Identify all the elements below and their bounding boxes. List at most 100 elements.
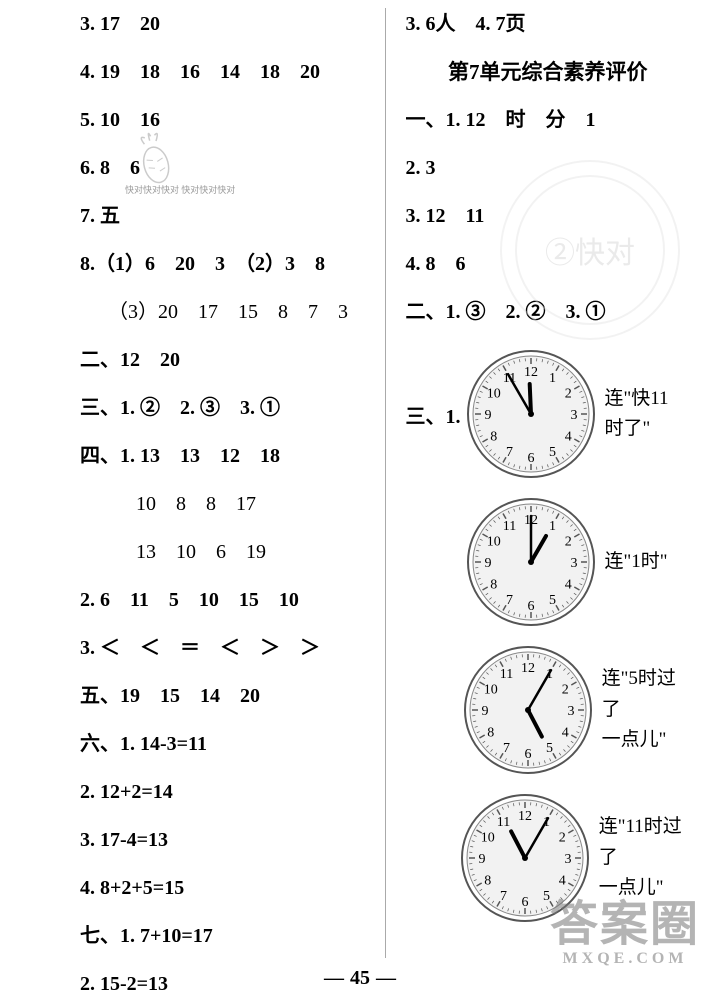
unit-title: 第7单元综合素养评价 — [406, 56, 691, 86]
svg-text:8: 8 — [484, 874, 491, 889]
clock-face: 123456789101112 — [467, 350, 595, 478]
answer-line: 二、1. ③ 2. ② 3. ① — [406, 296, 691, 328]
svg-text:5: 5 — [549, 445, 556, 460]
svg-text:8: 8 — [490, 430, 497, 445]
svg-text:2: 2 — [558, 831, 565, 846]
text: 3. 17 20 — [80, 13, 160, 35]
text: 5. 10 16 — [80, 109, 160, 131]
text: 七、1. 7+10=17 — [80, 925, 213, 947]
answer-line: 5. 10 16 — [80, 104, 365, 136]
clock-face: 123456789101112 — [467, 498, 595, 626]
svg-text:5: 5 — [549, 593, 556, 608]
answer-line: 2. 6 11 5 10 15 10 — [80, 584, 365, 616]
text: 7. 五 — [80, 205, 120, 227]
clock-caption-line: 连"11时过了 — [599, 812, 690, 873]
svg-text:6: 6 — [527, 599, 534, 614]
answer-line: 三、1. ② 2. ③ 3. ① — [80, 392, 365, 424]
clock-caption-line: 时了" — [605, 414, 669, 444]
answer-line: 2. 3 — [406, 152, 691, 184]
svg-text:2: 2 — [564, 535, 571, 550]
answer-line: 六、1. 14-3=11 — [80, 728, 365, 760]
text: 3. 12 11 — [406, 205, 485, 227]
clock-row: 三、1. 123456789101112 连"11时过了 一点儿" — [406, 794, 691, 922]
svg-text:9: 9 — [481, 704, 488, 719]
svg-text:10: 10 — [486, 387, 500, 402]
svg-text:10: 10 — [480, 831, 494, 846]
svg-text:11: 11 — [499, 667, 512, 682]
answer-line: 10 8 8 17 — [80, 488, 365, 520]
clock-caption: 连"快11 时了" — [605, 384, 669, 445]
clock-caption: 连"5时过了 一点儿" — [602, 664, 690, 755]
answer-line: 五、19 15 14 20 — [80, 680, 365, 712]
answer-line: 3. ＜ ＜ ＝ ＜ ＞ ＞ — [80, 632, 365, 664]
svg-text:9: 9 — [478, 852, 485, 867]
svg-text:6: 6 — [521, 895, 528, 910]
answer-line: 4. 8 6 — [406, 248, 691, 280]
answer-line: 3. 6人 4. 7页 — [406, 8, 691, 40]
page-container: 3. 17 20 4. 19 18 16 14 18 20 5. 10 16 6… — [0, 0, 720, 998]
text: 10 8 8 17 — [136, 493, 256, 515]
clock-row: 三、1. 123456789101112 连"1时" — [406, 498, 691, 626]
svg-text:11: 11 — [496, 815, 509, 830]
answer-line: 3. 17 20 — [80, 8, 365, 40]
svg-text:7: 7 — [500, 889, 507, 904]
text: 4. 8 6 — [406, 253, 466, 275]
text: 8.（1）6 20 3 （2）3 8 — [80, 253, 325, 275]
text: 一、1. 12 时 分 1 — [406, 109, 596, 131]
text: 五、19 15 14 20 — [80, 685, 260, 707]
answer-line: 4. 19 18 16 14 18 20 — [80, 56, 365, 88]
svg-text:1: 1 — [549, 519, 556, 534]
answer-line: 4. 8+2+5=15 — [80, 872, 365, 904]
answer-line: 7. 五 — [80, 200, 365, 232]
svg-text:3: 3 — [567, 704, 574, 719]
answer-line: 3. 17-4=13 — [80, 824, 365, 856]
clock-row: 三、1. 123456789101112 连"5时过了 一点儿" — [406, 646, 691, 774]
clock-face: 123456789101112 — [461, 794, 589, 922]
answer-line: （3）20 17 15 8 7 3 — [80, 296, 365, 328]
text: 13 10 6 19 — [136, 541, 266, 563]
clock-caption-line: 连"快11 — [605, 384, 669, 414]
svg-text:9: 9 — [484, 556, 491, 571]
svg-text:7: 7 — [506, 593, 513, 608]
text: 4. 8+2+5=15 — [80, 877, 184, 899]
left-column: 3. 17 20 4. 19 18 16 14 18 20 5. 10 16 6… — [20, 8, 386, 958]
svg-text:7: 7 — [506, 445, 513, 460]
text: （3）20 17 15 8 7 3 — [108, 301, 348, 323]
svg-text:2: 2 — [564, 387, 571, 402]
clock-caption-line: 连"1时" — [605, 547, 668, 577]
answer-line: 二、12 20 — [80, 344, 365, 376]
section-label: 三、1. — [406, 400, 461, 429]
clock-caption-line: 一点儿" — [602, 725, 690, 755]
answer-line: 一、1. 12 时 分 1 — [406, 104, 691, 136]
svg-text:11: 11 — [502, 519, 515, 534]
svg-text:4: 4 — [564, 430, 571, 445]
svg-text:3: 3 — [570, 408, 577, 423]
text: 四、1. 13 13 12 18 — [80, 445, 280, 467]
svg-text:3: 3 — [570, 556, 577, 571]
text: 3. 6人 4. 7页 — [406, 13, 526, 35]
svg-text:4: 4 — [561, 726, 568, 741]
svg-text:10: 10 — [486, 535, 500, 550]
answer-line: 13 10 6 19 — [80, 536, 365, 568]
answer-line: 8.（1）6 20 3 （2）3 8 — [80, 248, 365, 280]
clock-caption-line: 一点儿" — [599, 873, 690, 903]
text: 2. 3 — [406, 157, 436, 179]
answer-line: 七、1. 7+10=17 — [80, 920, 365, 952]
answer-line: 6. 8 6 — [80, 152, 365, 184]
svg-text:12: 12 — [524, 365, 538, 380]
svg-text:5: 5 — [543, 889, 550, 904]
text: 二、1. ③ 2. ② 3. ① — [406, 301, 606, 323]
svg-text:8: 8 — [487, 726, 494, 741]
svg-text:1: 1 — [549, 371, 556, 386]
answer-line: 四、1. 13 13 12 18 — [80, 440, 365, 472]
text: 4. 19 18 16 14 18 20 — [80, 61, 320, 83]
text: 6. 8 6 — [80, 157, 140, 179]
clock-caption-line: 连"5时过了 — [602, 664, 690, 725]
clock-caption: 连"11时过了 一点儿" — [599, 812, 690, 903]
svg-text:12: 12 — [518, 809, 532, 824]
right-column: 3. 6人 4. 7页 第7单元综合素养评价 一、1. 12 时 分 1 2. … — [386, 8, 701, 958]
text: 3. ＜ ＜ ＝ ＜ ＞ ＞ — [80, 637, 320, 659]
clock-row: 三、1. 123456789101112 连"快11 时了" — [406, 350, 691, 478]
text: 六、1. 14-3=11 — [80, 733, 207, 755]
clocks-container: 三、1. 123456789101112 连"快11 时了" 三、1. 1234… — [406, 350, 691, 922]
